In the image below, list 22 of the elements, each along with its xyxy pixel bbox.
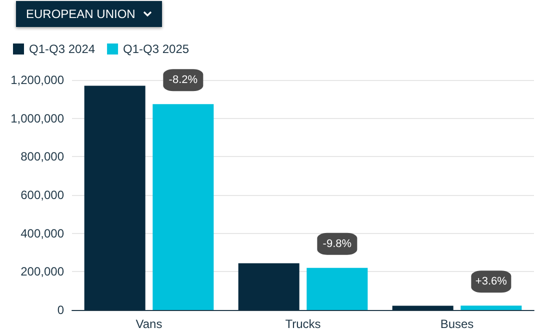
bar [306,268,368,310]
legend-label: Q1-Q3 2024 [29,42,96,56]
x-tick-label: Buses [440,317,474,330]
bar [460,306,522,310]
bar [152,104,214,310]
y-tick-label: 0 [57,303,64,317]
legend-label: Q1-Q3 2025 [123,42,190,56]
y-tick-label: 1,000,000 [10,111,64,126]
y-tick-label: 200,000 [20,264,64,279]
bar [392,306,454,310]
y-tick-label: 600,000 [20,188,64,202]
x-tick-label: Vans [136,317,162,330]
bar [238,263,300,310]
y-tick-label: 800,000 [20,150,64,164]
x-tick-label: Trucks [285,317,321,330]
y-tick-label: 400,000 [20,226,64,240]
bar [84,86,146,310]
annotation: -8.2% [168,74,198,86]
annotation: +3.6% [475,276,508,288]
chart-title: EUROPEAN UNION [26,7,136,21]
y-tick-label: 1,200,000 [10,73,64,87]
annotation: -9.8% [322,238,352,250]
